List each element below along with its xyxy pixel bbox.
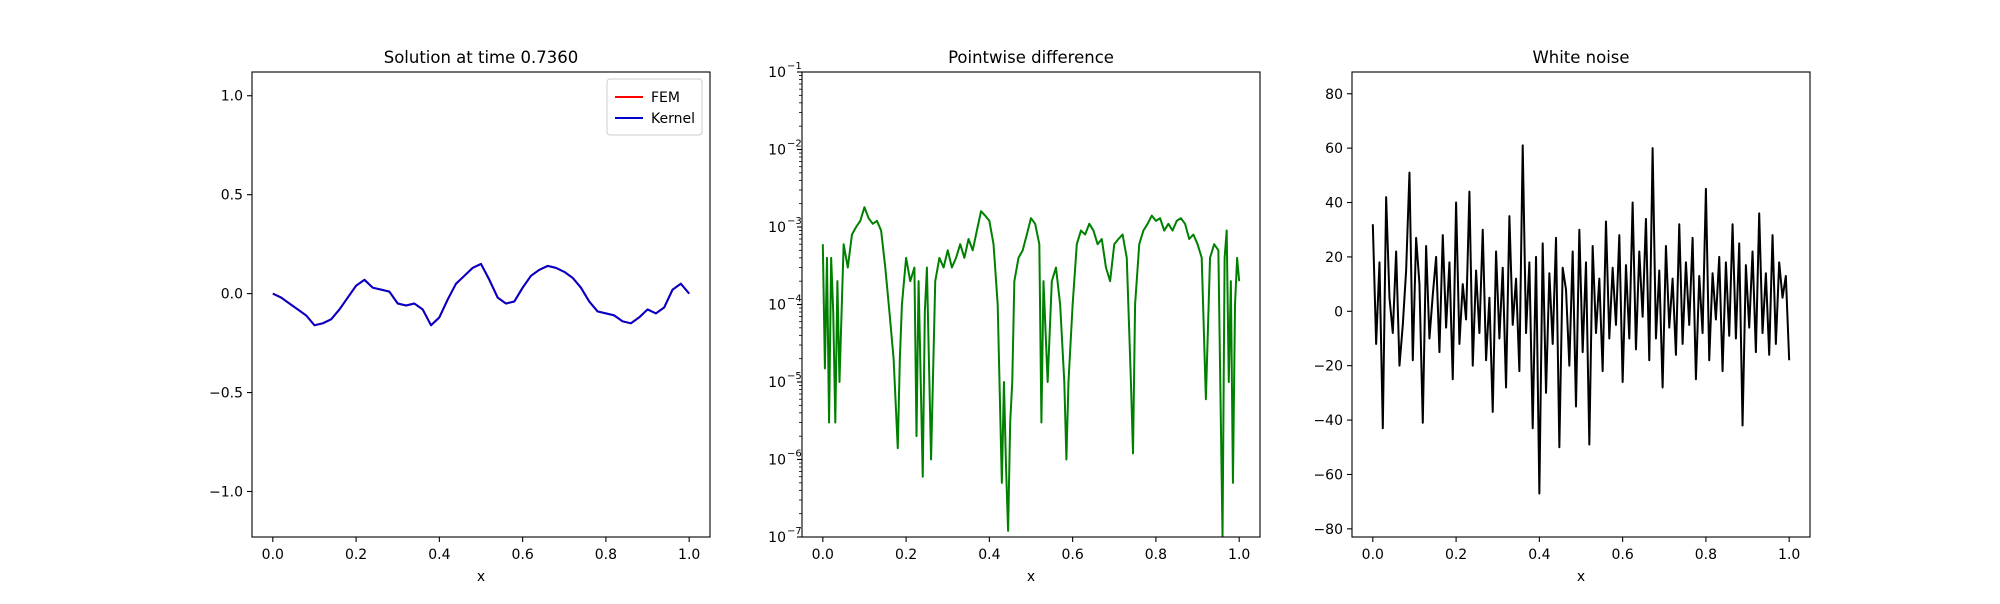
chart-2-series-1-line [821, 206, 1241, 537]
chart-2-title: Pointwise difference [948, 48, 1114, 67]
chart-3-x-tick-label: 1.0 [1778, 547, 1800, 563]
chart-1-x-tick-label: 0.0 [262, 547, 284, 563]
chart-3-x-axis-label: x [1577, 569, 1585, 585]
chart-3-axes-frame [1351, 71, 1811, 538]
chart-3-x-tick-label: 0.6 [1612, 547, 1634, 563]
chart-2-y-tick-exponent: −4 [787, 294, 802, 305]
chart-2-axes-frame [801, 71, 1261, 538]
chart-2-y-tick-exponent: −1 [787, 61, 802, 72]
chart-2-y-tick-exponent: −5 [787, 371, 802, 382]
chart-3-x-tick-label: 0.0 [1362, 547, 1384, 563]
chart-3-y-tick-label: 40 [1325, 196, 1343, 212]
chart-3-series-1-line [1371, 144, 1791, 495]
chart-3-y-tick-label: 20 [1325, 250, 1343, 266]
chart-1-title: Solution at time 0.7360 [384, 48, 579, 67]
chart-1-axes-frame [251, 71, 711, 538]
chart-3-y-tick-label: −60 [1313, 467, 1343, 483]
chart-1-x-tick-label: 0.4 [428, 547, 450, 563]
chart-3-y-tick-label: −20 [1313, 359, 1343, 375]
chart-1-legend-box [606, 78, 703, 136]
chart-1-y-tick-label: 0.5 [221, 188, 243, 204]
chart-1-y-tick-label: −0.5 [209, 386, 243, 402]
chart-2-y-tick-exponent: −6 [787, 449, 802, 460]
chart-1-x-tick-label: 0.6 [512, 547, 534, 563]
chart-2-x-tick-label: 0.8 [1145, 547, 1167, 563]
chart-2-y-tick-label: 10 [768, 65, 786, 81]
chart-1: 0.0 0.2 0.4 0.6 0.8 1.0 −1.0 −0.5 0.0 0.5 1.0 Solut… [209, 48, 711, 585]
chart-1-series-fem-line [272, 262, 690, 327]
chart-2-x-tick-label: 0.4 [978, 547, 1000, 563]
chart-2-x-tick-label: 0.6 [1062, 547, 1084, 563]
chart-3-x-tick-label: 0.2 [1445, 547, 1467, 563]
chart-2-y-tick-label: 10 [768, 375, 786, 391]
chart-1-x-axis-label: x [477, 569, 485, 585]
chart-2-x-tick-label: 0.2 [895, 547, 917, 563]
chart-1-x-tick-label: 1.0 [678, 547, 700, 563]
chart-2-y-tick-exponent: −3 [787, 216, 802, 227]
chart-2-x-tick-label: 0.0 [812, 547, 834, 563]
chart-1-x-tick-label: 0.2 [345, 547, 367, 563]
chart-2-y-tick-label: 10 [768, 220, 786, 236]
chart-1-series-kernel-line [272, 262, 690, 327]
chart-1-legend-label-kernel: Kernel [651, 111, 695, 127]
chart-2: 0.0 0.2 0.4 0.6 0.8 1.010−710−610−510−410−310… [768, 48, 1261, 585]
chart-3-x-tick-label: 0.8 [1695, 547, 1717, 563]
chart-2-y-tick-exponent: −2 [787, 139, 802, 150]
chart-1-y-tick-label: 1.0 [221, 89, 243, 105]
chart-2-y-tick-exponent: −7 [787, 526, 802, 537]
chart-1-y-tick-label: 0.0 [221, 287, 243, 303]
chart-3-y-tick-label: 60 [1325, 141, 1343, 157]
chart-3-y-tick-label: 80 [1325, 87, 1343, 103]
chart-2-y-tick-label: 10 [768, 298, 786, 314]
chart-3-y-tick-label: −80 [1313, 522, 1343, 538]
chart-3-x-tick-label: 0.4 [1528, 547, 1550, 563]
chart-3-title: White noise [1532, 48, 1629, 67]
chart-2-y-tick-label: 10 [768, 453, 786, 469]
chart-2-y-tick-label: 10 [768, 143, 786, 159]
chart-2-x-tick-label: 1.0 [1228, 547, 1250, 563]
chart-3-y-tick-label: 0 [1334, 304, 1343, 320]
chart-3: 0.0 0.2 0.4 0.6 0.8 1.0 −80 −60 −40 −20 0 20 40 60 80 W… [1313, 48, 1811, 585]
chart-1-legend-label-fem: FEM [651, 90, 680, 106]
chart-1-legend: FEM Kernel [606, 78, 703, 136]
chart-1-x-tick-label: 0.8 [595, 547, 617, 563]
chart-2-x-axis-label: x [1027, 569, 1035, 585]
chart-1-y-tick-label: −1.0 [209, 484, 243, 500]
chart-3-y-tick-label: −40 [1313, 413, 1343, 429]
chart-2-y-tick-label: 10 [768, 530, 786, 546]
